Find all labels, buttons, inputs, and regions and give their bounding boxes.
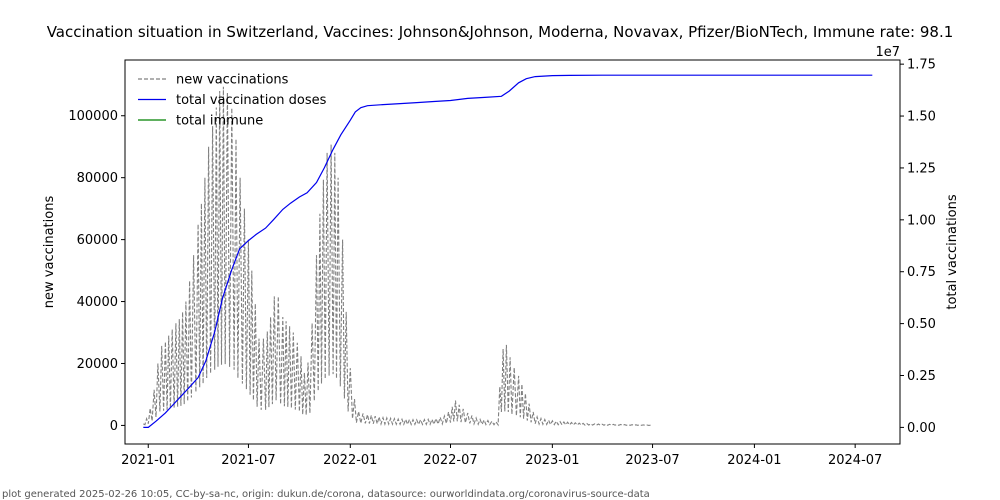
x-tick-label: 2022-07 <box>423 453 477 468</box>
x-tick-label: 2022-01 <box>323 453 377 468</box>
footer-note: plot generated 2025-02-26 10:05, CC-by-s… <box>2 489 650 500</box>
left-y-tick-label: 60000 <box>77 233 118 248</box>
right-y-tick-label: 1.50 <box>907 110 936 125</box>
x-axis: 2021-01 2021-07 2022-01 2022-07 2023-01 2023-… <box>121 444 882 468</box>
plot-area <box>143 74 873 428</box>
legend-label: total immune <box>176 114 263 129</box>
right-y-tick-label: 0.25 <box>907 369 936 384</box>
left-y-tick-label: 100000 <box>68 109 118 124</box>
x-tick-label: 2024-01 <box>727 453 781 468</box>
left-y-tick-label: 0 <box>110 419 118 434</box>
chart-title: Vaccination situation in Switzerland, Va… <box>47 23 954 41</box>
right-axis-label: total vaccinations <box>945 194 960 310</box>
legend-label: total vaccination doses <box>176 93 327 108</box>
left-y-tick-label: 80000 <box>77 171 118 186</box>
left-y-axis: 0 20000 40000 60000 80000 100000 <box>68 109 125 434</box>
left-axis-label: new vaccinations <box>42 196 57 309</box>
x-tick-label: 2024-07 <box>828 453 882 468</box>
x-tick-label: 2023-01 <box>525 453 579 468</box>
right-y-tick-label: 1.00 <box>907 213 936 228</box>
left-y-tick-label: 20000 <box>77 357 118 372</box>
right-y-tick-label: 0.75 <box>907 265 936 280</box>
series-total-vaccination-doses <box>143 74 873 428</box>
right-y-tick-label: 0.50 <box>907 317 936 332</box>
x-tick-label: 2021-07 <box>221 453 275 468</box>
legend-label: new vaccinations <box>176 73 289 88</box>
left-y-tick-label: 40000 <box>77 295 118 310</box>
right-y-tick-label: 0.00 <box>907 421 936 436</box>
x-tick-label: 2023-07 <box>625 453 679 468</box>
right-y-axis: 0.00 0.25 0.50 0.75 1.00 1.25 1.50 1.75 <box>900 58 936 436</box>
legend: new vaccinations total vaccination doses t… <box>138 73 327 129</box>
plot-frame <box>124 59 901 445</box>
x-tick-label: 2021-01 <box>121 453 175 468</box>
right-axis-multiplier: 1e7 <box>875 45 900 60</box>
right-y-tick-label: 1.75 <box>907 58 936 73</box>
right-y-tick-label: 1.25 <box>907 161 936 176</box>
series-new-vaccinations <box>143 86 653 427</box>
